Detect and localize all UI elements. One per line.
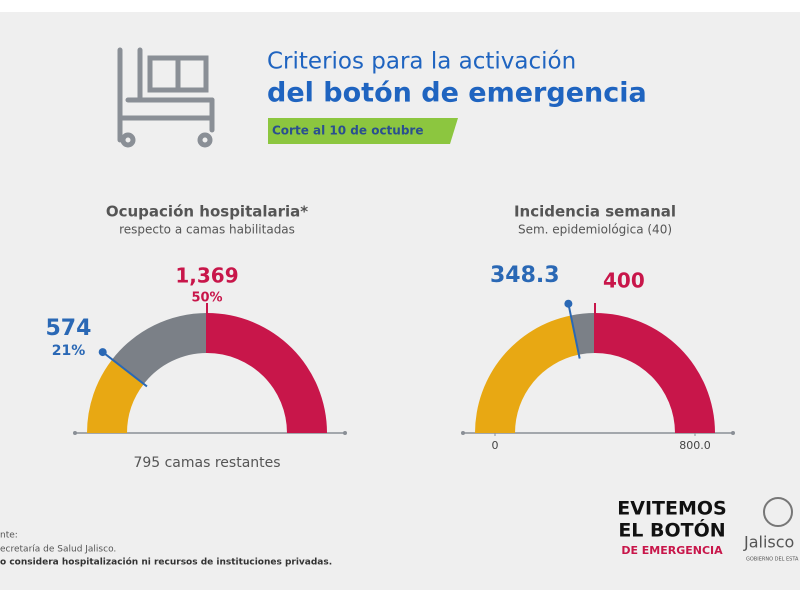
gauge-segment <box>112 313 207 384</box>
logo-line2: EL BOTÓN <box>618 518 725 542</box>
value-dot <box>564 299 573 308</box>
tick-label: 0 <box>492 439 499 452</box>
threshold-label: 400 <box>603 269 645 293</box>
gauge-segment <box>207 313 327 433</box>
source: ecretaría de Salud Jalisco. <box>0 545 116 555</box>
threshold-count: 1,369 <box>175 264 238 288</box>
value-dot <box>98 348 107 357</box>
gauge-segment <box>475 315 579 433</box>
baseline-end <box>73 431 77 435</box>
title-line2: del botón de emergencia <box>267 78 647 109</box>
gauge-segment <box>595 313 715 433</box>
gov-name: Jalisco <box>743 533 794 552</box>
gauge-title: Incidencia semanal <box>514 203 676 221</box>
baseline-end <box>343 431 347 435</box>
value-label: 348.3 <box>490 263 560 288</box>
value-count: 574 <box>46 316 92 341</box>
date: Corte al 10 de octubre <box>272 124 423 138</box>
gauge-note: 795 camas restantes <box>133 455 280 471</box>
gov-crest <box>763 497 793 527</box>
baseline-end <box>731 431 735 435</box>
gov-sub: GOBIERNO DEL ESTA <box>746 557 799 563</box>
logo-line3: DE EMERGENCIA <box>621 544 723 557</box>
bed-icon <box>117 47 215 148</box>
gauge-subtitle: Sem. epidemiológica (40) <box>518 223 672 237</box>
baseline-end <box>461 431 465 435</box>
logo-line1: EVITEMOS <box>617 498 726 520</box>
disclaimer: o considera hospitalización ni recursos … <box>0 557 332 568</box>
value-percent: 21% <box>52 343 86 359</box>
date-pill <box>268 118 458 144</box>
gauge-segment <box>87 359 144 433</box>
threshold-percent: 50% <box>191 291 222 306</box>
value-marker <box>567 303 581 359</box>
background <box>0 12 800 590</box>
value-marker <box>102 351 148 388</box>
gauge-title: Ocupación hospitalaria* <box>106 203 308 221</box>
source-label: nte: <box>0 531 18 541</box>
title-line1: Criterios para la activación <box>267 49 576 75</box>
tick-label: 800.0 <box>679 439 711 452</box>
gauge-subtitle: respecto a camas habilitadas <box>119 223 295 237</box>
